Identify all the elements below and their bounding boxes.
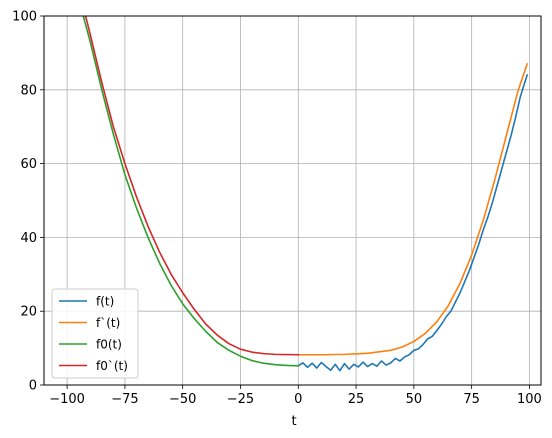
- series-line-0: [297, 74, 529, 372]
- x-tick-label: 0: [294, 392, 302, 407]
- y-axis-ticks: 0 20 40 60 80 100: [12, 10, 44, 394]
- x-tick-label: −100: [49, 392, 85, 407]
- legend-label-2: f0(t): [96, 338, 122, 352]
- y-tick-label: 20: [20, 305, 37, 320]
- series-line-3: [84, 16, 300, 356]
- x-tick-label: 50: [406, 392, 423, 407]
- series-line-2: [82, 16, 300, 367]
- y-tick-label: 100: [12, 10, 37, 25]
- legend-box: [51, 288, 139, 379]
- y-tick-label: 80: [20, 83, 37, 98]
- x-tick-label: 100: [517, 392, 542, 407]
- x-tick-label: −75: [111, 392, 138, 407]
- y-tick-label: 60: [20, 157, 37, 172]
- x-tick-label: −50: [169, 392, 196, 407]
- x-tick-label: 75: [463, 392, 480, 407]
- plot-frame: [43, 15, 542, 386]
- x-axis-ticks: −100 −75 −50 −25 0 25 50 75 100: [49, 385, 542, 407]
- y-tick-label: 40: [20, 231, 37, 246]
- y-tick-label: 0: [29, 379, 37, 394]
- legend-label-1: f`(t): [96, 316, 120, 330]
- x-axis-label: t: [291, 414, 296, 429]
- x-tick-label: −25: [227, 392, 254, 407]
- series-line-1: [297, 62, 529, 356]
- x-tick-label: 25: [348, 392, 365, 407]
- legend-label-0: f(t): [96, 295, 114, 309]
- legend-label-3: f0`(t): [96, 359, 128, 373]
- legend: f(t) f`(t) f0(t) f0`(t): [51, 288, 139, 379]
- plot-lines: [82, 16, 529, 372]
